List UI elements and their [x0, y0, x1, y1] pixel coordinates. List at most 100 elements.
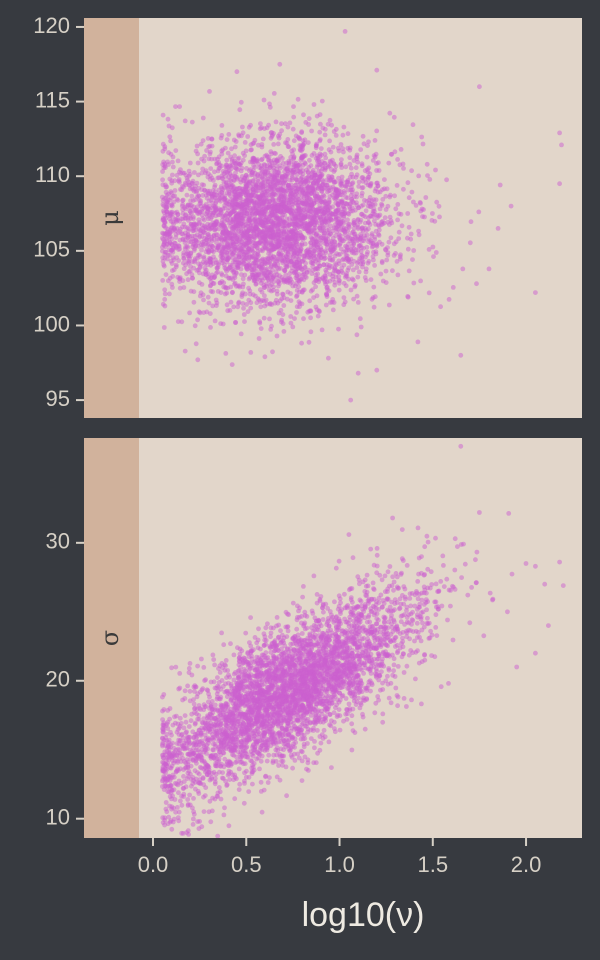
data-point — [191, 248, 197, 253]
data-point — [276, 266, 282, 272]
data-point — [336, 205, 342, 211]
data-point — [215, 289, 221, 294]
data-point — [345, 131, 351, 137]
data-point — [364, 572, 370, 578]
data-point — [345, 187, 351, 193]
data-point — [195, 317, 201, 323]
data-point — [486, 266, 492, 272]
y-tick-label: 100 — [33, 311, 70, 336]
data-point — [220, 217, 225, 223]
data-point — [318, 251, 323, 257]
data-point — [359, 226, 365, 232]
data-point — [302, 220, 308, 226]
data-point — [321, 186, 327, 191]
data-point — [301, 316, 306, 322]
data-point — [213, 260, 219, 266]
data-point — [187, 160, 193, 166]
data-point — [368, 546, 374, 552]
data-point — [238, 255, 244, 261]
data-point — [236, 192, 242, 197]
data-point — [215, 156, 220, 162]
data-point — [319, 220, 325, 226]
data-point — [384, 257, 390, 263]
data-point — [220, 147, 226, 153]
data-point — [210, 220, 216, 226]
data-point — [333, 133, 339, 138]
data-point — [291, 114, 297, 120]
data-point — [232, 196, 238, 202]
data-point — [308, 308, 313, 314]
data-point — [359, 211, 365, 217]
data-point — [339, 265, 345, 271]
data-point — [231, 230, 237, 236]
data-point — [317, 214, 323, 220]
data-point — [341, 256, 346, 262]
data-point — [268, 301, 273, 306]
data-point — [262, 293, 267, 299]
data-point — [267, 260, 272, 266]
data-point — [233, 200, 239, 206]
data-point — [160, 278, 166, 283]
data-point — [235, 304, 241, 310]
data-point — [208, 173, 213, 179]
data-point — [231, 226, 237, 231]
data-point — [235, 218, 240, 224]
data-point — [346, 224, 351, 229]
data-point — [258, 758, 264, 764]
data-point — [180, 237, 186, 243]
data-point — [189, 223, 195, 229]
data-point — [359, 257, 365, 263]
data-point — [280, 224, 286, 229]
data-point — [395, 272, 401, 278]
data-point — [282, 268, 288, 274]
data-point — [354, 293, 360, 299]
data-point — [393, 251, 398, 256]
data-point — [270, 276, 275, 281]
data-point — [301, 207, 307, 213]
data-point — [162, 291, 168, 297]
data-point — [225, 150, 231, 156]
data-point — [359, 190, 365, 196]
data-point — [318, 168, 324, 174]
data-point — [360, 175, 366, 180]
data-point — [356, 179, 362, 185]
data-point — [314, 207, 320, 213]
data-point — [318, 146, 324, 152]
data-point — [256, 336, 262, 341]
data-point — [222, 265, 228, 271]
data-point — [372, 263, 377, 268]
data-point — [262, 240, 268, 246]
data-point — [161, 217, 166, 222]
data-point — [276, 133, 281, 139]
data-point — [345, 179, 351, 185]
data-point — [283, 194, 288, 199]
data-point — [229, 146, 234, 152]
data-point — [317, 112, 323, 117]
data-point — [171, 816, 177, 822]
data-point — [343, 164, 349, 170]
data-point — [181, 221, 187, 227]
data-point — [192, 323, 198, 329]
data-point — [210, 200, 216, 206]
data-point — [193, 341, 199, 347]
data-point — [213, 213, 219, 219]
panel-mu-background — [84, 18, 582, 418]
data-point — [243, 192, 249, 198]
data-point — [371, 249, 376, 255]
data-point — [329, 174, 335, 180]
data-point — [358, 249, 364, 255]
data-point — [383, 268, 389, 274]
data-point — [246, 214, 252, 220]
data-point — [385, 607, 390, 613]
data-point — [236, 228, 242, 234]
data-point — [276, 279, 282, 285]
data-point — [338, 220, 343, 226]
data-point — [323, 250, 329, 255]
data-point — [209, 234, 215, 240]
data-point — [219, 630, 225, 636]
data-point — [444, 576, 450, 582]
data-point — [365, 143, 370, 149]
data-point — [221, 223, 227, 229]
data-point — [242, 319, 247, 324]
data-point — [161, 262, 167, 268]
